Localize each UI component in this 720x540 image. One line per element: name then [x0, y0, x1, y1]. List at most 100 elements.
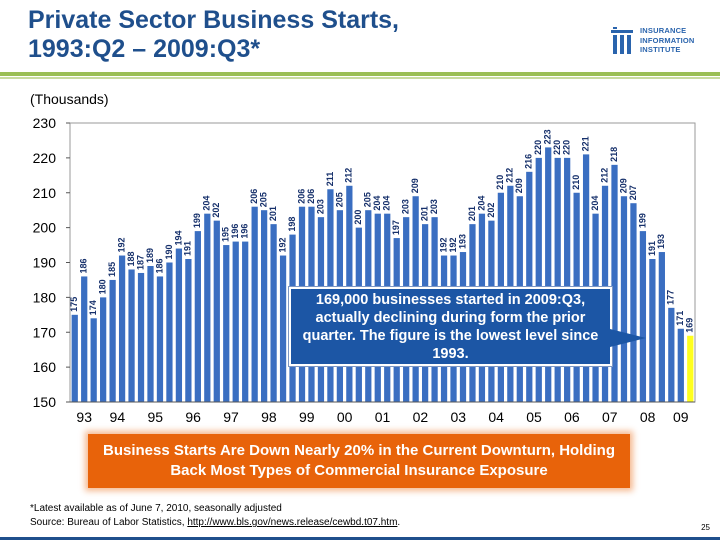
bar-value-label: 211: [325, 172, 335, 187]
y-tick-label: 170: [33, 324, 57, 340]
bar: [620, 196, 628, 402]
bar-value-label: 223: [543, 129, 553, 144]
bar-value-label: 177: [666, 290, 676, 305]
x-tick-label: 98: [261, 409, 277, 425]
x-tick-label: 99: [299, 409, 315, 425]
x-tick-label: 09: [673, 409, 689, 425]
x-tick-label: 95: [147, 409, 163, 425]
bar-latest: [687, 335, 694, 402]
bar-value-label: 220: [552, 140, 562, 155]
title-line-1: Private Sector Business Starts,: [28, 6, 399, 34]
iii-logo: INSURANCE INFORMATION INSTITUTE: [610, 26, 710, 56]
bar: [194, 231, 201, 402]
bar: [166, 262, 173, 402]
x-tick-label: 04: [488, 409, 504, 425]
bar-value-label: 204: [590, 196, 600, 211]
bar-value-label: 221: [580, 136, 590, 151]
bar-value-label: 220: [562, 140, 572, 155]
bar-value-label: 216: [524, 154, 534, 169]
bar-value-label: 204: [476, 196, 486, 211]
y-tick-label: 160: [33, 359, 57, 375]
bar-value-label: 200: [353, 210, 363, 225]
bar-value-label: 193: [656, 234, 666, 249]
bar: [185, 259, 192, 402]
y-tick-label: 190: [33, 255, 57, 271]
bar-value-label: 196: [230, 224, 240, 239]
bar: [261, 210, 268, 402]
slide-title: Private Sector Business Starts, 1993:Q2 …: [28, 6, 588, 64]
bar-value-label: 199: [192, 213, 202, 228]
bar: [649, 259, 656, 402]
bar-value-label: 190: [164, 244, 174, 259]
bar-value-label: 202: [486, 203, 496, 218]
x-tick-label: 06: [564, 409, 580, 425]
bar-value-label: 199: [637, 213, 647, 228]
logo-line-1: INSURANCE: [640, 26, 687, 35]
bar-value-label: 212: [505, 168, 515, 183]
bar-value-label: 212: [599, 168, 609, 183]
bar: [658, 252, 665, 402]
y-axis-unit-label: (Thousands): [30, 91, 109, 107]
y-tick-label: 210: [33, 185, 57, 201]
bar-value-label: 171: [675, 311, 685, 326]
source-line: Source: Bureau of Labor Statistics, http…: [30, 516, 400, 530]
bar: [175, 248, 183, 402]
bar-value-label: 197: [391, 220, 401, 235]
x-tick-label: 01: [375, 409, 391, 425]
bar: [677, 328, 684, 402]
source-link[interactable]: http://www.bls.gov/news.release/cewbd.t0…: [187, 517, 398, 528]
bar-value-label: 191: [183, 241, 193, 256]
bar-value-label: 169: [685, 318, 695, 333]
header-divider-light: [0, 77, 720, 79]
bar-value-label: 203: [315, 199, 325, 214]
bar: [270, 224, 277, 402]
bar: [109, 279, 116, 402]
x-tick-label: 07: [602, 409, 618, 425]
bar-value-label: 191: [647, 241, 657, 256]
y-tick-label: 220: [33, 150, 57, 166]
bar-value-label: 203: [401, 199, 411, 214]
bar: [554, 157, 561, 403]
bar-value-label: 175: [69, 297, 79, 312]
bar-value-label: 210: [495, 175, 505, 190]
bar-value-label: 202: [211, 203, 221, 218]
bar-value-label: 192: [277, 237, 287, 252]
bar: [279, 255, 287, 402]
bar-value-label: 186: [154, 258, 164, 273]
bar: [128, 269, 135, 402]
x-tick-label: 96: [185, 409, 201, 425]
y-tick-label: 180: [33, 289, 57, 305]
bar-value-label: 192: [448, 237, 458, 252]
x-tick-label: 97: [223, 409, 239, 425]
x-tick-label: 93: [76, 409, 92, 425]
bar: [147, 265, 154, 402]
y-tick-label: 200: [33, 220, 57, 236]
bar: [71, 314, 78, 402]
bar: [251, 206, 258, 402]
bar: [639, 231, 647, 402]
bar: [223, 245, 230, 402]
x-tick-label: 08: [640, 409, 656, 425]
bar: [630, 203, 637, 402]
bar: [611, 164, 618, 402]
bar-value-label: 206: [296, 189, 306, 204]
y-tick-label: 150: [33, 394, 57, 410]
bar: [545, 147, 552, 402]
y-tick-label: 230: [33, 115, 57, 131]
logo-line-3: INSTITUTE: [640, 45, 681, 54]
bar-value-label: 205: [334, 192, 344, 207]
title-line-2: 1993:Q2 – 2009:Q3*: [28, 35, 261, 63]
page-number: 25: [701, 523, 710, 532]
bar-value-label: 187: [135, 255, 145, 270]
bar-value-label: 209: [618, 178, 628, 193]
bar-value-label: 210: [571, 175, 581, 190]
bar-value-label: 192: [438, 237, 448, 252]
bar-value-label: 205: [363, 192, 373, 207]
footnote-text: *Latest available as of June 7, 2010, se…: [30, 503, 282, 514]
bar-value-label: 220: [533, 140, 543, 155]
bar-value-label: 194: [173, 231, 183, 246]
bar-value-label: 207: [628, 185, 638, 200]
bar: [242, 241, 249, 402]
bar: [118, 255, 126, 402]
bar-value-label: 212: [344, 168, 354, 183]
